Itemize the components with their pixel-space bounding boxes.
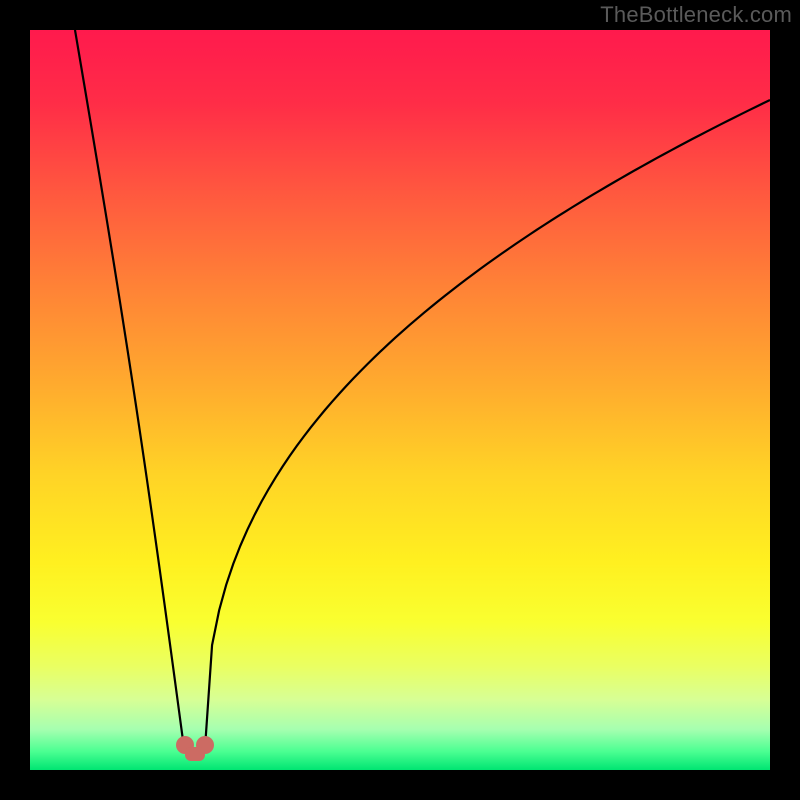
trough-marker-bar	[185, 747, 205, 761]
bottleneck-plot	[0, 0, 800, 800]
plot-background-gradient	[30, 30, 770, 770]
watermark-text: TheBottleneck.com	[600, 2, 792, 28]
chart-container: TheBottleneck.com	[0, 0, 800, 800]
